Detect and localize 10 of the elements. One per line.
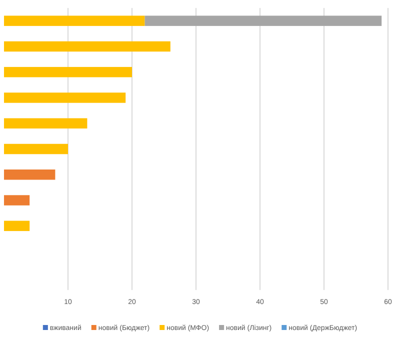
bar xyxy=(4,16,145,26)
bar xyxy=(4,92,126,103)
bar xyxy=(4,118,88,128)
bar xyxy=(144,16,382,26)
bar xyxy=(4,195,30,206)
bar xyxy=(4,66,132,78)
bar xyxy=(4,220,30,232)
bar xyxy=(4,144,68,154)
bar xyxy=(4,41,170,52)
bar xyxy=(4,170,56,180)
